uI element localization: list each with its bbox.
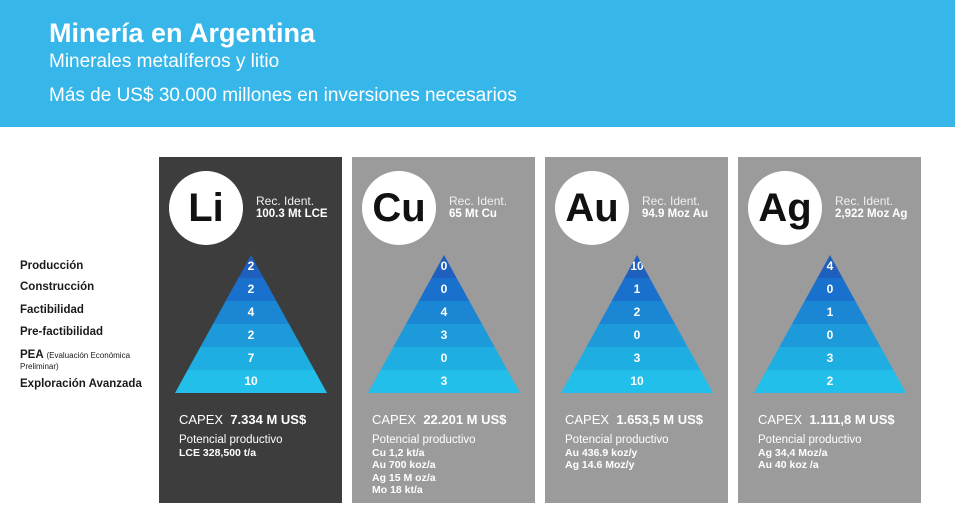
pyramid-tier: 4 xyxy=(406,301,482,324)
resource-label: Rec. Ident. xyxy=(642,194,701,208)
stage-label-construccion: Construcción xyxy=(20,281,95,293)
productive-potential: Potencial productivo Au 436.9 koz/y Ag 14… xyxy=(565,434,669,472)
pyramid-tier: 3 xyxy=(766,347,894,370)
header-banner: Minería en Argentina Minerales metalífer… xyxy=(0,0,955,127)
stage-pyramid: 2 2 4 2 7 10 xyxy=(175,255,327,393)
pyramid-tier: 3 xyxy=(368,370,520,393)
capex-value: 7.334 M US$ xyxy=(230,412,307,427)
mineral-symbol: Ag xyxy=(748,171,822,245)
productive-potential: Potencial productivo LCE 328,500 t/a xyxy=(179,434,283,459)
resource-value: 94.9 Moz Au xyxy=(642,208,709,220)
productive-potential: Potencial productivo Ag 34,4 Moz/a Au 40 … xyxy=(758,434,862,472)
potential-title: Potencial productivo xyxy=(179,434,283,446)
capex: CAPEX 1.653,5 M US$ xyxy=(565,412,703,427)
capex-value: 22.201 M US$ xyxy=(423,412,507,427)
pyramid-tier: 0 xyxy=(380,347,508,370)
mineral-symbol: Cu xyxy=(362,171,436,245)
stage-pea-label: PEA xyxy=(20,349,44,361)
pyramid-tier: 0 xyxy=(418,278,470,301)
resource-value: 65 Mt Cu xyxy=(449,208,497,220)
resource-label: Rec. Ident. xyxy=(256,194,315,208)
pyramid-tier: 10 xyxy=(624,255,650,278)
capex: CAPEX 22.201 M US$ xyxy=(372,412,506,427)
capex-value: 1.111,8 M US$ xyxy=(809,412,895,427)
page-subtitle: Minerales metalíferos y litio xyxy=(49,51,280,72)
resource-label: Rec. Ident. xyxy=(835,194,894,208)
stage-pea-note-2: Preliminar) xyxy=(20,362,59,371)
potential-line: Ag 34,4 Moz/a xyxy=(758,446,828,459)
page-subtitle-investment: Más de US$ 30.000 millones en inversione… xyxy=(49,85,517,106)
pyramid-tier: 2 xyxy=(200,324,302,347)
pyramid-tier: 0 xyxy=(804,278,856,301)
pyramid-tier: 4 xyxy=(213,301,289,324)
stage-pea-note: (Evaluación Económica xyxy=(46,351,131,360)
potential-line: Cu 1,2 kt/a xyxy=(372,446,425,459)
potential-line: Au 436.9 koz/y xyxy=(565,446,638,459)
resource-value: 100.3 Mt LCE xyxy=(256,208,328,220)
potential-line: Au 700 koz/a xyxy=(372,459,436,471)
pyramid-tier: 1 xyxy=(792,301,868,324)
pyramid-tier: 3 xyxy=(573,347,701,370)
capex-label: CAPEX xyxy=(565,412,610,427)
pyramid-tier: 0 xyxy=(431,255,457,278)
potential-title: Potencial productivo xyxy=(565,434,669,446)
resource-info: Rec. Ident. 2,922 Moz Ag xyxy=(835,195,907,221)
resource-label: Rec. Ident. xyxy=(449,194,508,208)
stage-label-produccion: Producción xyxy=(20,260,84,272)
stage-label-pea: PEA (Evaluación Económica Preliminar) xyxy=(20,349,131,372)
productive-potential: Potencial productivo Cu 1,2 kt/a Au 700 k… xyxy=(372,434,476,497)
stage-label-exploracion: Exploración Avanzada xyxy=(20,378,142,390)
potential-line: Ag 14.6 Moz/y xyxy=(565,459,635,471)
pyramid-tier: 3 xyxy=(393,324,495,347)
potential-line: Au 40 koz /a xyxy=(758,459,819,471)
capex: CAPEX 1.111,8 M US$ xyxy=(758,412,895,427)
pyramid-tier: 7 xyxy=(187,347,315,370)
mineral-card-li: Li Rec. Ident. 100.3 Mt LCE 2 2 4 2 7 10 CAPE… xyxy=(159,157,342,503)
capex-value: 1.653,5 M US$ xyxy=(616,412,704,427)
stage-label-factibilidad: Factibilidad xyxy=(20,304,84,316)
mineral-card-au: Au Rec. Ident. 94.9 Moz Au 10 1 2 0 3 10 CAPE… xyxy=(545,157,728,503)
pyramid-tier: 4 xyxy=(817,255,843,278)
resource-info: Rec. Ident. 94.9 Moz Au xyxy=(642,195,708,221)
resource-value: 2,922 Moz Ag xyxy=(835,208,908,220)
pyramid-tier: 10 xyxy=(561,370,713,393)
pyramid-tier: 2 xyxy=(238,255,264,278)
resource-info: Rec. Ident. 100.3 Mt LCE xyxy=(256,195,328,221)
potential-title: Potencial productivo xyxy=(758,434,862,446)
pyramid-tier: 2 xyxy=(599,301,675,324)
capex: CAPEX 7.334 M US$ xyxy=(179,412,306,427)
pyramid-tier: 0 xyxy=(779,324,881,347)
stage-label-prefactibilidad: Pre-factibilidad xyxy=(20,326,104,338)
potential-line: Mo 18 kt/a xyxy=(372,484,423,496)
capex-label: CAPEX xyxy=(758,412,803,427)
capex-label: CAPEX xyxy=(372,412,417,427)
pyramid-tier: 10 xyxy=(175,370,327,393)
pyramid-tier: 2 xyxy=(225,278,277,301)
potential-line: Ag 15 M oz/a xyxy=(372,471,436,484)
pyramid-tier: 1 xyxy=(611,278,663,301)
stage-pyramid: 10 1 2 0 3 10 xyxy=(561,255,713,393)
pyramid-tier: 0 xyxy=(586,324,688,347)
capex-label: CAPEX xyxy=(179,412,224,427)
potential-line: LCE 328,500 t/a xyxy=(179,446,257,459)
potential-title: Potencial productivo xyxy=(372,434,476,446)
resource-info: Rec. Ident. 65 Mt Cu xyxy=(449,195,507,221)
page-title: Minería en Argentina xyxy=(49,18,316,48)
mineral-symbol: Li xyxy=(169,171,243,245)
pyramid-tier: 2 xyxy=(754,370,906,393)
mineral-symbol: Au xyxy=(555,171,629,245)
